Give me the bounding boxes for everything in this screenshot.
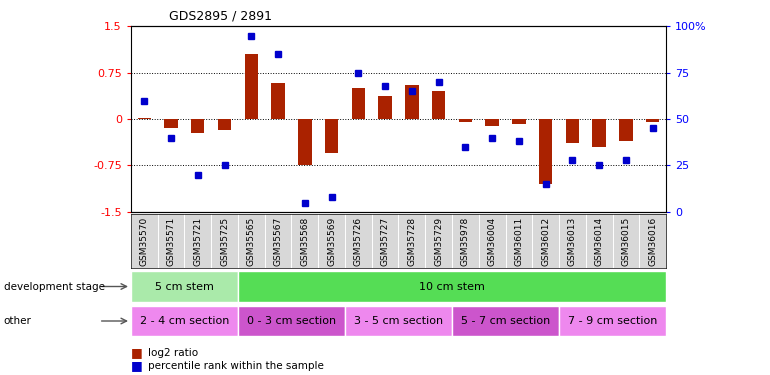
Text: 7 - 9 cm section: 7 - 9 cm section [567, 316, 658, 326]
Text: GSM35569: GSM35569 [327, 216, 336, 266]
Text: 2 - 4 cm section: 2 - 4 cm section [139, 316, 229, 326]
Text: GSM36014: GSM36014 [594, 216, 604, 266]
Text: GSM36015: GSM36015 [621, 216, 631, 266]
Bar [164, 119, 178, 128]
Bar [559, 306, 666, 336]
Text: GSM35978: GSM35978 [461, 216, 470, 266]
Bar [271, 83, 285, 119]
Text: log2 ratio: log2 ratio [148, 348, 198, 357]
Text: 5 cm stem: 5 cm stem [155, 282, 214, 291]
Bar [646, 119, 659, 122]
Bar [405, 85, 419, 119]
Bar [378, 96, 392, 119]
Text: GSM35567: GSM35567 [273, 216, 283, 266]
Bar [238, 306, 345, 336]
Text: GSM35728: GSM35728 [407, 216, 417, 266]
Bar [566, 119, 579, 142]
Bar [138, 118, 151, 119]
Bar [325, 119, 338, 153]
Bar [218, 119, 231, 130]
Bar [352, 88, 365, 119]
Bar [238, 271, 666, 302]
Text: GDS2895 / 2891: GDS2895 / 2891 [169, 9, 273, 22]
Text: GSM36016: GSM36016 [648, 216, 657, 266]
Bar [191, 119, 205, 133]
Text: GSM35725: GSM35725 [220, 216, 229, 266]
Text: GSM36012: GSM36012 [541, 216, 550, 266]
Text: GSM35571: GSM35571 [166, 216, 176, 266]
Bar [432, 91, 445, 119]
Text: 5 - 7 cm section: 5 - 7 cm section [461, 316, 550, 326]
Bar [452, 306, 559, 336]
Text: 0 - 3 cm section: 0 - 3 cm section [247, 316, 336, 326]
Text: GSM36011: GSM36011 [514, 216, 524, 266]
Text: GSM35565: GSM35565 [247, 216, 256, 266]
Bar [245, 54, 258, 119]
Text: GSM35721: GSM35721 [193, 216, 203, 266]
Text: GSM36013: GSM36013 [568, 216, 577, 266]
Bar [298, 119, 312, 165]
Text: 10 cm stem: 10 cm stem [419, 282, 485, 291]
Text: GSM36004: GSM36004 [487, 216, 497, 266]
Text: GSM35727: GSM35727 [380, 216, 390, 266]
Bar [619, 119, 633, 141]
Text: GSM35726: GSM35726 [354, 216, 363, 266]
Text: GSM35729: GSM35729 [434, 216, 443, 266]
Text: development stage: development stage [4, 282, 105, 291]
Bar [131, 271, 238, 302]
Text: other: other [4, 316, 32, 326]
Bar [345, 306, 452, 336]
Text: ■: ■ [131, 359, 142, 372]
Text: GSM35568: GSM35568 [300, 216, 310, 266]
Bar [131, 306, 238, 336]
Bar [592, 119, 606, 147]
Text: 3 - 5 cm section: 3 - 5 cm section [354, 316, 443, 326]
Text: ■: ■ [131, 346, 142, 359]
Bar [485, 119, 499, 126]
Text: percentile rank within the sample: percentile rank within the sample [148, 361, 323, 370]
Bar [539, 119, 552, 184]
Bar [459, 119, 472, 122]
Text: GSM35570: GSM35570 [140, 216, 149, 266]
Bar [512, 119, 526, 124]
